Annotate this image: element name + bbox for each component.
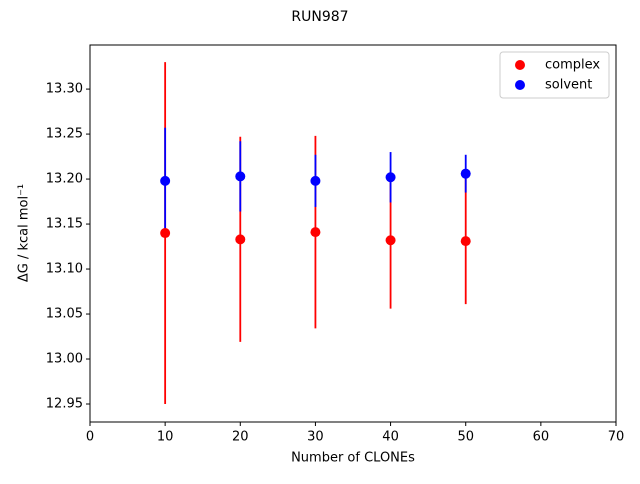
x-tick-label: 0 (86, 430, 94, 445)
y-tick-label: 13.20 (46, 172, 83, 187)
data-point (160, 228, 171, 239)
x-tick-label: 10 (157, 430, 174, 445)
data-point (385, 235, 396, 246)
data-point (460, 168, 471, 179)
chart-title: RUN987 (291, 9, 348, 25)
data-point (235, 234, 246, 245)
data-point (310, 227, 321, 238)
x-tick-label: 40 (382, 430, 399, 445)
y-tick-label: 13.25 (46, 127, 83, 142)
y-tick-label: 12.95 (46, 397, 83, 412)
x-tick-label: 50 (457, 430, 474, 445)
x-tick-label: 70 (608, 430, 625, 445)
legend-marker (515, 80, 525, 90)
y-tick-label: 13.05 (46, 307, 83, 322)
y-tick-label: 13.30 (46, 82, 83, 97)
y-axis-label: ΔG / kcal mol⁻¹ (17, 184, 32, 282)
data-point (385, 172, 396, 183)
data-point (460, 236, 471, 247)
x-axis-label: Number of CLONEs (291, 451, 415, 466)
legend-marker (515, 60, 525, 70)
data-point (310, 175, 321, 186)
legend-label: complex (545, 58, 600, 73)
legend-box (499, 51, 610, 99)
x-tick-label: 60 (533, 430, 550, 445)
y-tick-label: 13.10 (46, 262, 83, 277)
legend-label: solvent (545, 78, 592, 93)
plot-frame (89, 44, 617, 423)
x-tick-label: 20 (232, 430, 249, 445)
y-tick-label: 13.00 (46, 352, 83, 367)
data-point (235, 171, 246, 182)
data-point (160, 175, 171, 186)
y-tick-label: 13.15 (46, 217, 83, 232)
x-tick-label: 30 (307, 430, 324, 445)
